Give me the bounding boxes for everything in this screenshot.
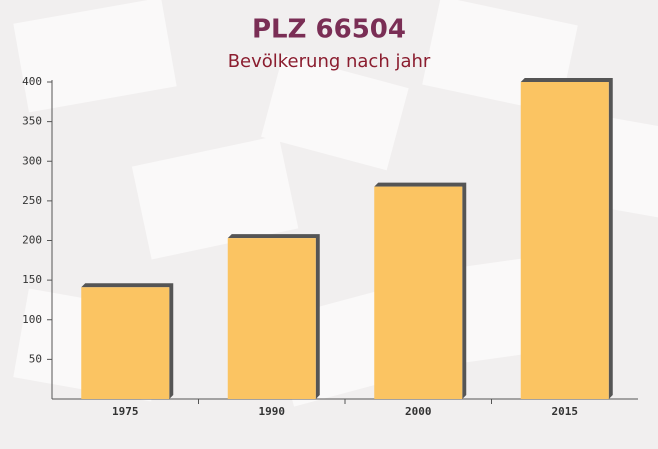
chart-subtitle: Bevölkerung nach jahr: [228, 51, 431, 72]
bar: [520, 82, 609, 399]
y-tick-label: 250: [22, 194, 42, 207]
chart-title: PLZ 66504: [252, 15, 406, 45]
bar: [374, 186, 463, 399]
bar: [227, 238, 316, 399]
x-tick-label: 1975: [112, 405, 139, 418]
y-tick-label: 200: [22, 234, 42, 247]
x-tick-label: 2015: [552, 405, 579, 418]
y-tick-label: 150: [22, 273, 42, 286]
y-tick-label: 50: [29, 352, 42, 365]
x-tick-label: 1990: [259, 405, 286, 418]
x-tick-label: 2000: [405, 405, 432, 418]
y-tick-label: 400: [22, 75, 42, 88]
bar: [81, 287, 170, 399]
y-tick-label: 350: [22, 115, 42, 128]
y-tick-label: 100: [22, 313, 42, 326]
y-tick-label: 300: [22, 154, 42, 167]
